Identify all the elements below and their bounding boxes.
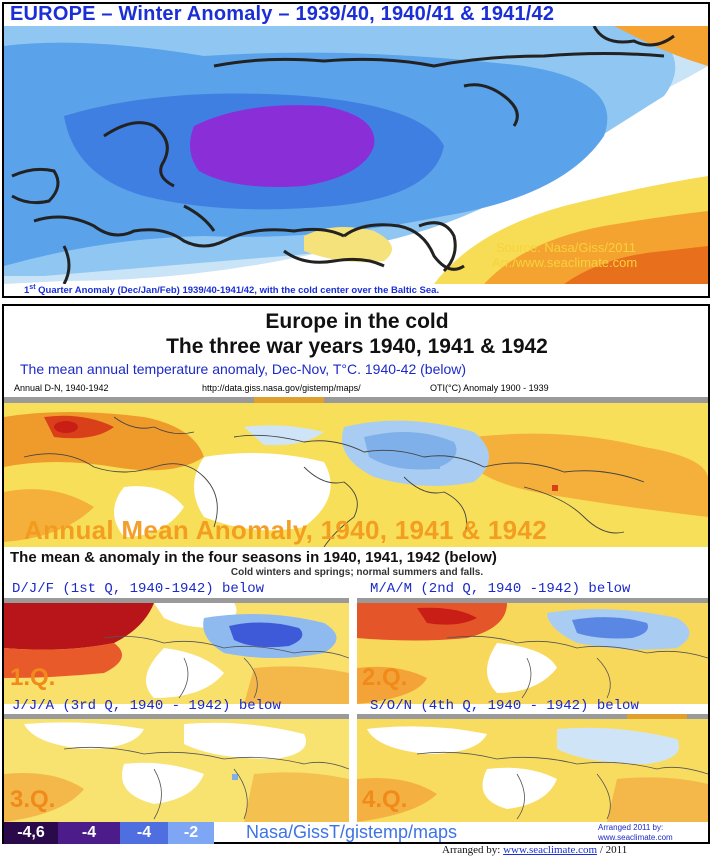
legend-cell-1: -4,6 (4, 822, 58, 844)
caption-number: 1 (24, 285, 30, 297)
heading-war-years: The three war years 1940, 1941 & 1942 (166, 335, 548, 358)
season-title-djf: D/J/F (1st Q, 1940-1942) below (12, 581, 265, 597)
season-label-1q: 1.Q. (10, 664, 56, 691)
season-title-mam: M/A/M (2nd Q, 1940 -1942) below (370, 581, 631, 597)
season-map-mam (357, 598, 708, 704)
annual-mean-anomaly-map (4, 397, 708, 547)
legend-arranged-line-2: www.seaclimate.com (598, 833, 673, 842)
caption-superscript: st (29, 284, 36, 291)
color-legend: -4,6 -4 -4 -2 (4, 822, 214, 844)
season-label-4q: 4.Q. (362, 786, 408, 813)
legend-value-4: -2 (183, 824, 199, 841)
top-map-panel (2, 2, 710, 298)
legend-cell-2: -4 (58, 822, 120, 844)
legend-value-3: -4 (136, 824, 152, 841)
footer-suffix: / 2011 (597, 844, 628, 856)
legend-cell-3: -4 (120, 822, 168, 844)
season-divider-vertical (349, 580, 357, 822)
footer-link[interactable]: www.seaclimate.com (503, 844, 598, 856)
annual-mean-overlay: Annual Mean Anomaly, 1940, 1941 & 1942 (24, 515, 547, 545)
legend-value-1: -4,6 (17, 824, 45, 841)
footer-prefix: Arranged by: (442, 844, 504, 856)
season-title-jja: J/J/A (3rd Q, 1940 - 1942) below (12, 698, 281, 714)
season-label-2q: 2.Q. (362, 664, 408, 691)
legend-caption: Nasa/GissT/gistemp/maps (246, 822, 458, 842)
annual-map-header-right: OTI(°C) Anomaly 1900 - 1939 (430, 383, 549, 393)
season-map-jja (4, 714, 349, 822)
season-map-son (357, 714, 708, 822)
source-line-1: Source: Nasa/Giss/2011 (496, 240, 636, 255)
heading-europe-in-the-cold: Europe in the cold (265, 310, 449, 333)
bottom-panel (2, 304, 710, 844)
winter-anomaly-map (4, 26, 708, 284)
legend-arranged-line-1: Arranged 2011 by: (598, 823, 664, 832)
subheading-annual-anomaly: The mean annual temperature anomaly, Dec… (20, 361, 467, 377)
annual-map-header-left: Annual D-N, 1940-1942 (14, 383, 109, 393)
legend-cell-4: -2 (168, 822, 214, 844)
seasons-heading: The mean & anomaly in the four seasons i… (10, 549, 497, 566)
footer-credit: Arranged by: www.seaclimate.com / 2011 (442, 844, 627, 856)
annual-map-header-url: http://data.giss.nasa.gov/gistemp/maps/ (202, 383, 361, 393)
season-title-son: S/O/N (4th Q, 1940 - 1942) below (370, 698, 639, 714)
seasons-subheading: Cold winters and springs; normal summers… (230, 567, 484, 578)
top-map-title: EUROPE – Winter Anomaly – 1939/40, 1940/… (10, 3, 555, 25)
season-label-3q: 3.Q. (10, 786, 56, 813)
caption-text: Quarter Anomaly (Dec/Jan/Feb) 1939/40-19… (35, 285, 440, 297)
legend-value-2: -4 (81, 824, 97, 841)
top-map-caption: 1st Quarter Anomaly (Dec/Jan/Feb) 1939/4… (24, 284, 439, 296)
annual-map-header: Annual D-N, 1940-1942 http://data.giss.n… (4, 381, 708, 397)
season-map-djf (4, 598, 349, 704)
source-line-2: Arr./www.seaclimate.com (492, 255, 638, 270)
